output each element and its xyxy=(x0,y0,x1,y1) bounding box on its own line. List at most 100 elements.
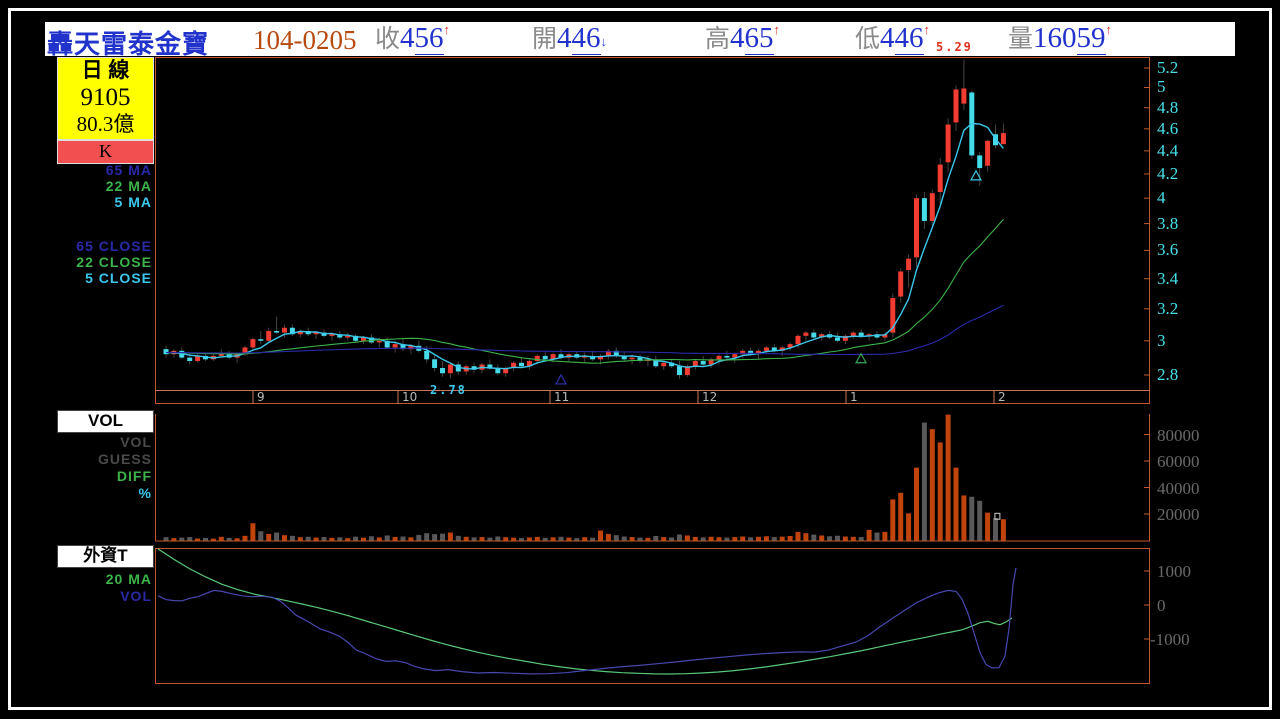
candlestick-series xyxy=(163,88,1006,376)
candle-body xyxy=(748,350,754,355)
volume-bar xyxy=(898,492,904,541)
candle-body xyxy=(392,344,398,348)
volume-axis-label: 80000 xyxy=(1157,425,1200,445)
stock-info-box[interactable]: 日 線 9105 80.3億 xyxy=(57,57,154,140)
quote-field-value: 456 xyxy=(400,22,444,58)
t-vol-line xyxy=(157,567,1017,675)
candle-body xyxy=(795,335,801,345)
candle-body xyxy=(313,332,319,335)
volume-bar xyxy=(969,496,975,541)
ma22-line xyxy=(165,218,1004,364)
candle-body xyxy=(732,354,738,358)
legend-label: 65 MA xyxy=(105,162,152,178)
price-axis-label: 3.2 xyxy=(1157,298,1179,318)
candle-body xyxy=(187,357,193,362)
candle-body xyxy=(376,340,382,343)
candle-body xyxy=(590,355,596,360)
candle-body xyxy=(511,362,517,368)
t-border xyxy=(155,548,1150,684)
period-label: 日 線 xyxy=(81,59,130,82)
vol-indicator-button[interactable]: VOL xyxy=(57,410,154,433)
quote-field-label: 開 xyxy=(532,25,558,53)
volume-bar xyxy=(842,536,848,541)
candle-body xyxy=(890,298,896,333)
candle-body xyxy=(432,359,438,368)
candle-body xyxy=(637,357,643,362)
candle-body xyxy=(724,355,730,358)
candle-body xyxy=(921,198,927,221)
volume-bar xyxy=(289,535,295,541)
candle-body xyxy=(945,124,951,163)
t-axis-label: 1000 xyxy=(1157,562,1191,581)
volume-bar xyxy=(906,513,912,541)
volume-bar xyxy=(313,537,319,541)
candle-body xyxy=(977,155,983,169)
volume-bar xyxy=(400,536,406,541)
candle-body xyxy=(929,193,935,221)
quote-field-value: 465 xyxy=(730,22,774,58)
legend-label: 22 CLOSE xyxy=(76,254,152,270)
candle-body xyxy=(740,350,746,355)
volume-bar xyxy=(376,537,382,541)
legend-label: DIFF xyxy=(116,468,152,484)
quote-date: 104-0205 xyxy=(253,25,357,55)
k-indicator-button[interactable]: K xyxy=(57,140,154,164)
candle-body xyxy=(242,347,248,355)
t-ma20-line xyxy=(157,548,1013,675)
candle-body xyxy=(914,198,919,258)
candle-body xyxy=(195,355,201,362)
volume-bar xyxy=(677,534,682,541)
candle-body xyxy=(779,347,785,351)
volume-bar xyxy=(542,537,548,541)
quote-field-label: 量 xyxy=(1008,25,1034,53)
price-axis-label: 5 xyxy=(1157,77,1166,97)
month-tick-label: 12 xyxy=(702,390,717,404)
candle-body xyxy=(1000,133,1006,145)
volume-bar xyxy=(653,535,659,541)
volume-guess-bar xyxy=(994,512,1001,520)
volume-bar xyxy=(471,537,477,541)
volume-bar xyxy=(234,538,240,541)
candle-body xyxy=(842,335,848,341)
candle-body xyxy=(708,359,714,365)
candle-body xyxy=(361,337,366,341)
up-arrow-icon: ↑ xyxy=(443,22,451,37)
candle-body xyxy=(598,355,603,360)
candle-body xyxy=(503,367,509,374)
month-tick-label: 9 xyxy=(257,390,265,404)
foreign-investor-chart[interactable] xyxy=(155,548,1150,684)
legend-label: 5 MA xyxy=(114,194,152,210)
volume-bar xyxy=(977,500,983,541)
candle-body xyxy=(519,362,524,367)
price-annotation: 2.78 xyxy=(430,383,467,397)
volume-bar xyxy=(708,536,714,541)
candle-body xyxy=(811,332,817,338)
volume-bar xyxy=(424,533,430,541)
volume-bar xyxy=(455,535,461,541)
candlestick-chart[interactable]: 9 10 11 12 1 2 xyxy=(155,57,1150,404)
candle-body xyxy=(763,347,769,351)
price-axis-label: 2.8 xyxy=(1157,365,1179,384)
up-arrow-icon: ↑ xyxy=(1105,22,1113,37)
t-axis-label: 0 xyxy=(1157,596,1166,615)
volume-bar xyxy=(250,523,256,541)
ma65-line xyxy=(166,304,1004,356)
candle-body xyxy=(353,335,359,341)
candle-body xyxy=(258,339,264,341)
volume-bar xyxy=(858,537,864,541)
candle-body xyxy=(329,334,335,336)
volume-bar xyxy=(716,537,722,541)
volume-bar xyxy=(171,538,177,541)
candle-body xyxy=(384,340,390,348)
volume-chart[interactable] xyxy=(155,414,1150,542)
foreign-investor-indicator-button[interactable]: 外資T xyxy=(57,545,154,568)
candle-body xyxy=(471,366,477,370)
volume-bar xyxy=(929,429,935,541)
candle-body xyxy=(858,332,864,336)
volume-bar xyxy=(811,534,817,541)
candle-body xyxy=(961,88,967,104)
volume-bar xyxy=(574,538,580,541)
volume-bar xyxy=(179,537,185,541)
candle-body xyxy=(163,349,169,355)
